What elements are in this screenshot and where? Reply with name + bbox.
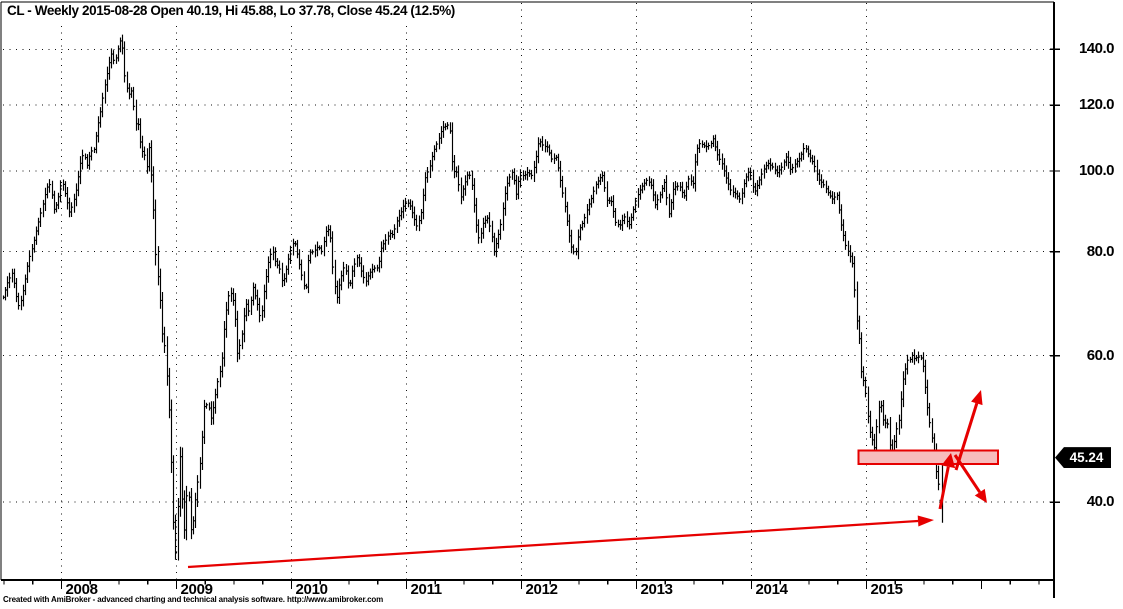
price-series-bars — [2, 34, 941, 561]
x-year-label: 2008 — [65, 581, 98, 598]
scenario-down-arrow-shaft — [953, 454, 982, 494]
x-year-label: 2015 — [870, 581, 903, 598]
x-year-label: 2011 — [410, 581, 443, 598]
x-year-label: 2009 — [180, 581, 213, 598]
scenario-down-arrow-head — [974, 488, 987, 503]
x-year-label: 2013 — [640, 581, 673, 598]
y-tick-label: 60.0 — [1086, 346, 1115, 364]
last-price-tag: 45.24 — [1055, 447, 1111, 469]
x-year-label: 2010 — [295, 581, 328, 598]
y-tick-label: 80.0 — [1086, 242, 1115, 260]
retest-arrow-head — [917, 515, 934, 527]
scenario-up-arrow-head — [971, 390, 983, 406]
x-year-label: 2014 — [755, 581, 788, 598]
footer-credit: Created with AmiBroker - advanced charti… — [3, 595, 384, 604]
x-year-label: 2012 — [525, 581, 558, 598]
scenario-up-arrow-shaft — [954, 402, 979, 471]
bounce-up-arrow-head — [941, 453, 956, 469]
y-tick-label: 100.0 — [1078, 162, 1115, 179]
support-band — [857, 449, 999, 465]
chart-title: CL - Weekly 2015-08-28 Open 40.19, Hi 45… — [7, 3, 455, 18]
y-tick-label: 40.0 — [1086, 493, 1115, 511]
bounce-up-arrow-shaft — [938, 466, 950, 510]
y-tick-label: 120.0 — [1078, 96, 1115, 114]
y-tick-label: 140.0 — [1078, 40, 1115, 58]
retest-arrow-shaft — [187, 519, 919, 569]
last-price-value: 45.24 — [1069, 450, 1104, 466]
